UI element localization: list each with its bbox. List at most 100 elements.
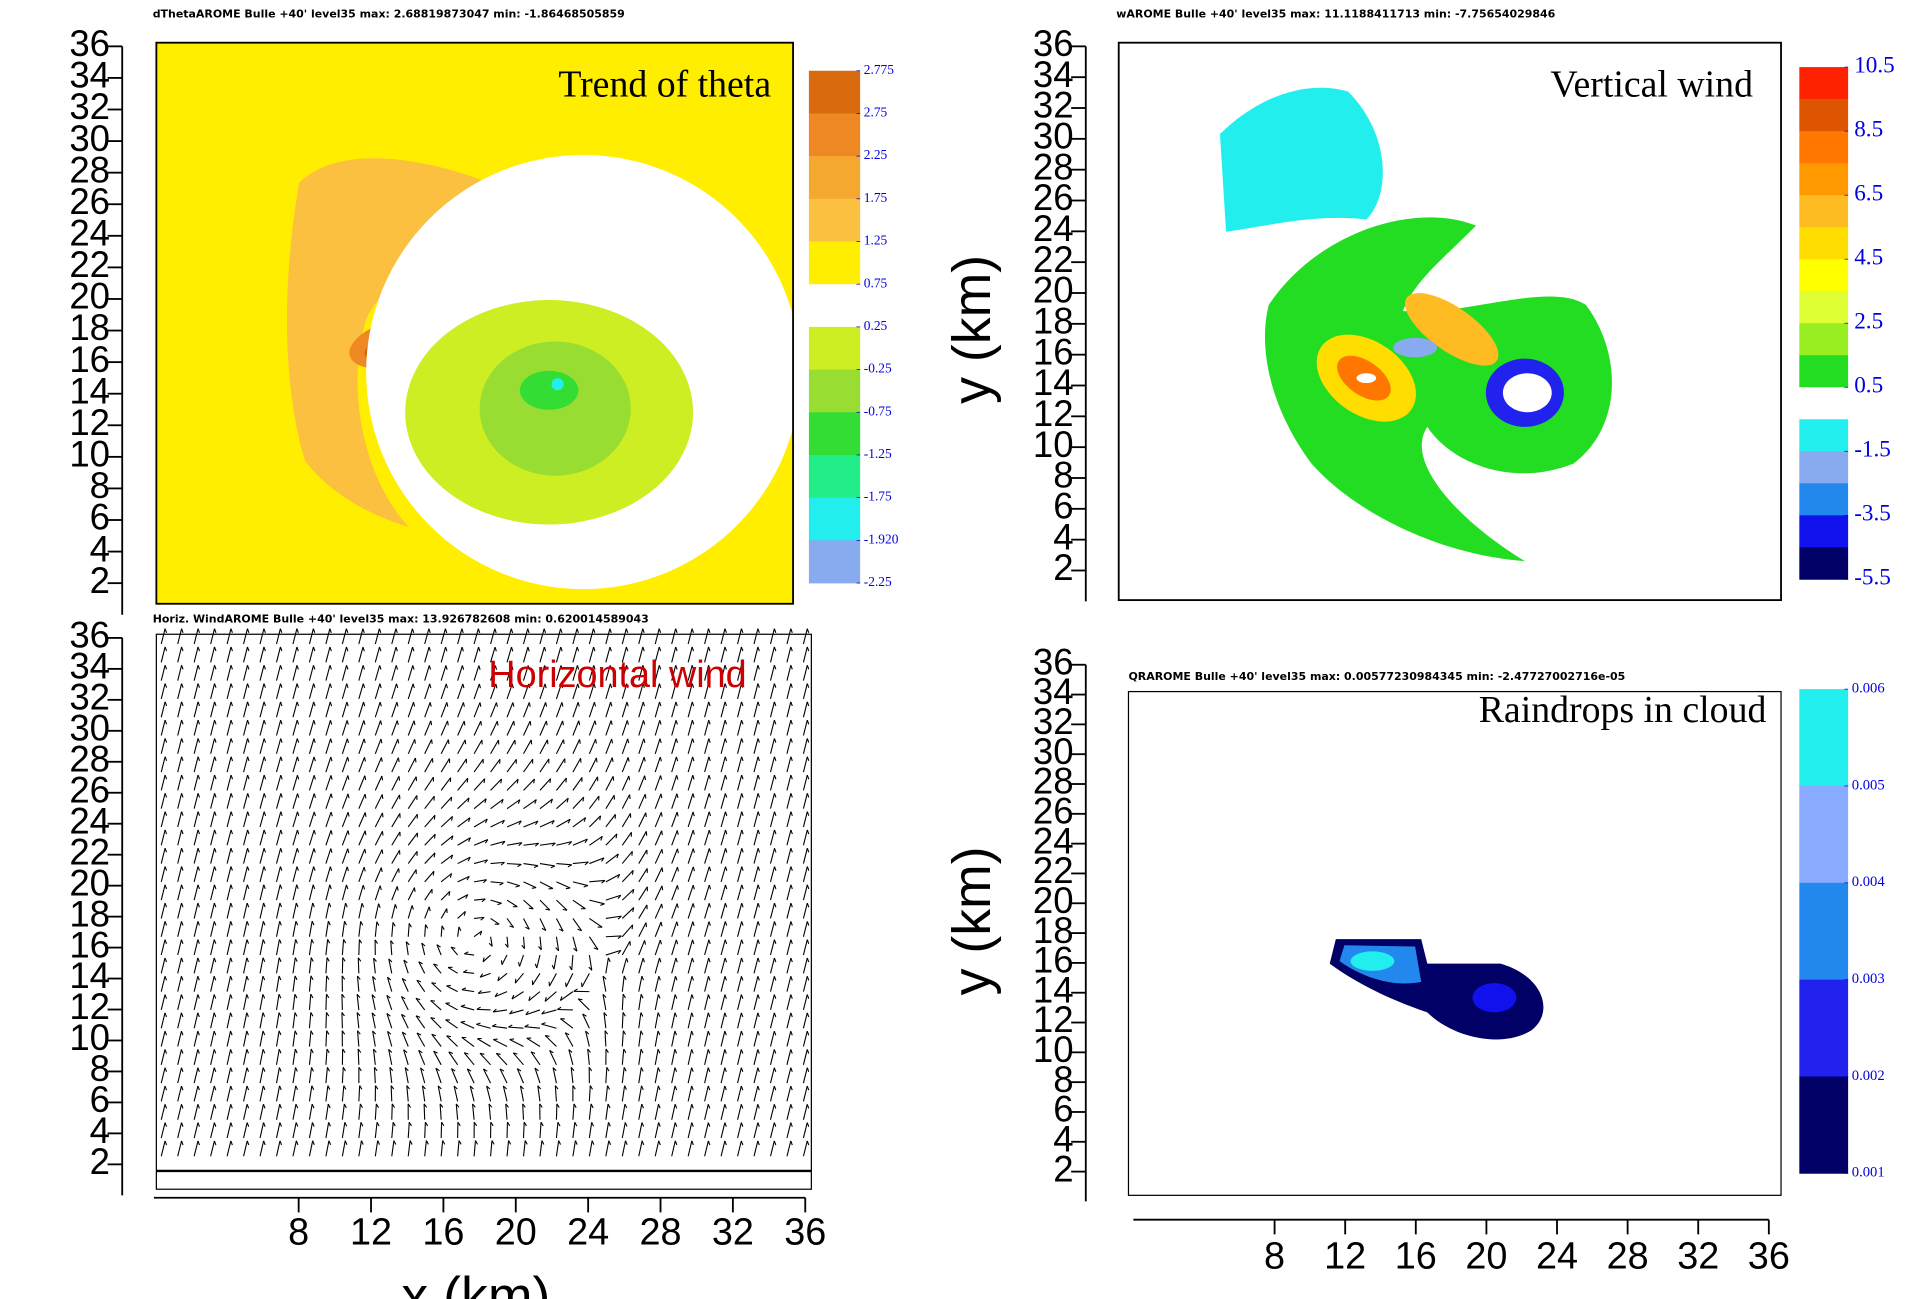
wind-arrow (293, 921, 296, 937)
wind-arrow (672, 757, 677, 772)
wind-arrow (464, 1053, 474, 1065)
wind-arrow (194, 665, 198, 680)
wind-arrow (803, 830, 807, 845)
wind-arrow-head (659, 647, 660, 651)
wind-arrow-head (807, 976, 808, 980)
wind-arrow-head (791, 866, 792, 870)
wind-arrow (227, 665, 231, 680)
wind-arrow-head (214, 1086, 216, 1090)
wind-arrow (803, 757, 807, 772)
wind-arrow-head (381, 868, 382, 872)
wind-arrow (496, 1053, 507, 1064)
wind-arrow (655, 1141, 658, 1156)
colorbar-box (809, 71, 860, 114)
wind-arrow (277, 757, 281, 772)
wind-arrow-head (215, 738, 216, 742)
wind-arrow-head (725, 885, 726, 889)
wind-arrow (211, 793, 215, 808)
wind-arrow-head (645, 776, 646, 780)
wind-arrow (513, 1053, 523, 1065)
wind-arrow (194, 684, 198, 699)
wind-arrow-head (398, 739, 399, 743)
wind-arrow (705, 720, 709, 735)
wind-arrow (359, 702, 364, 717)
wind-arrow-head (481, 721, 482, 725)
wind-arrow (342, 720, 347, 735)
wind-arrow-head (181, 1068, 183, 1072)
wind-arrow-head (247, 1086, 249, 1090)
wind-arrow (688, 775, 693, 790)
wind-arrow-head (758, 903, 759, 907)
wind-arrow-head (709, 702, 710, 706)
wind-arrow (721, 793, 725, 808)
wind-arrow (705, 757, 709, 772)
wind-arrow-head (263, 1049, 265, 1053)
wind-arrow (359, 940, 360, 956)
wind-arrow (622, 757, 628, 772)
wind-arrow (589, 739, 595, 754)
colorbar-box (1799, 67, 1848, 99)
wind-arrow (178, 866, 182, 881)
wind-arrow (293, 812, 298, 827)
wind-arrow (770, 738, 774, 753)
wind-arrow-head (313, 629, 314, 633)
wind-arrow (705, 812, 710, 827)
wind-arrow (573, 1141, 576, 1157)
wind-arrow-head (725, 1031, 727, 1035)
wind-arrow-head (575, 1141, 577, 1145)
wind-arrow-head (807, 684, 808, 688)
wind-arrow (441, 778, 450, 791)
wind-arrow (309, 757, 314, 772)
wind-arrow-head (296, 1122, 298, 1126)
wind-arrow (672, 867, 678, 882)
wind-arrow-head (165, 958, 167, 962)
wind-arrow (507, 1141, 509, 1157)
wind-arrow-head (231, 903, 233, 907)
wind-arrow-head (165, 1123, 166, 1127)
wind-arrow (458, 778, 468, 790)
wind-arrow-head (182, 848, 183, 852)
wind-arrow-head (279, 994, 281, 998)
wind-arrow (392, 904, 395, 918)
wind-arrow-head (182, 1141, 183, 1145)
wind-arrow-head (415, 739, 416, 743)
wind-arrow (342, 812, 348, 827)
wind-arrow (606, 702, 611, 717)
wind-arrow (688, 1049, 691, 1064)
x-tick-label: 20 (495, 1211, 537, 1253)
wind-arrow-head (314, 720, 315, 724)
wind-arrow (705, 1104, 709, 1119)
annotation: Trend of theta (558, 63, 771, 105)
wind-arrow (293, 757, 297, 772)
wind-arrow-head (397, 886, 398, 890)
wind-arrow-head (676, 940, 677, 944)
wind-arrow (441, 926, 442, 937)
wind-arrow (211, 757, 215, 772)
wind-arrow (688, 830, 693, 845)
wind-arrow (309, 976, 311, 992)
wind-arrow (754, 1031, 758, 1046)
wind-arrow-head (314, 684, 315, 688)
wind-arrow (606, 739, 612, 754)
wind-arrow (458, 759, 467, 772)
wind-arrow (408, 1122, 409, 1138)
wind-arrow-head (264, 885, 266, 889)
wind-arrow-head (709, 793, 710, 797)
wind-arrow-head (564, 740, 565, 744)
wind-arrow (244, 885, 248, 900)
wind-arrow-head (215, 647, 216, 651)
wind-arrow (738, 848, 742, 863)
wind-arrow (446, 1003, 458, 1010)
wind-arrow (639, 1049, 641, 1065)
colorbar-box (1799, 786, 1848, 883)
wind-arrow-head (693, 794, 694, 798)
wind-arrow (309, 1104, 312, 1120)
wind-arrow-head (708, 1068, 710, 1072)
wind-arrow-head (214, 1031, 216, 1035)
wind-arrow (194, 885, 198, 900)
wind-arrow-head (693, 849, 694, 853)
wind-arrow (293, 1067, 296, 1083)
wind-arrow (606, 795, 614, 808)
wind-arrow-head (774, 1049, 775, 1053)
wind-arrow (227, 1086, 231, 1101)
